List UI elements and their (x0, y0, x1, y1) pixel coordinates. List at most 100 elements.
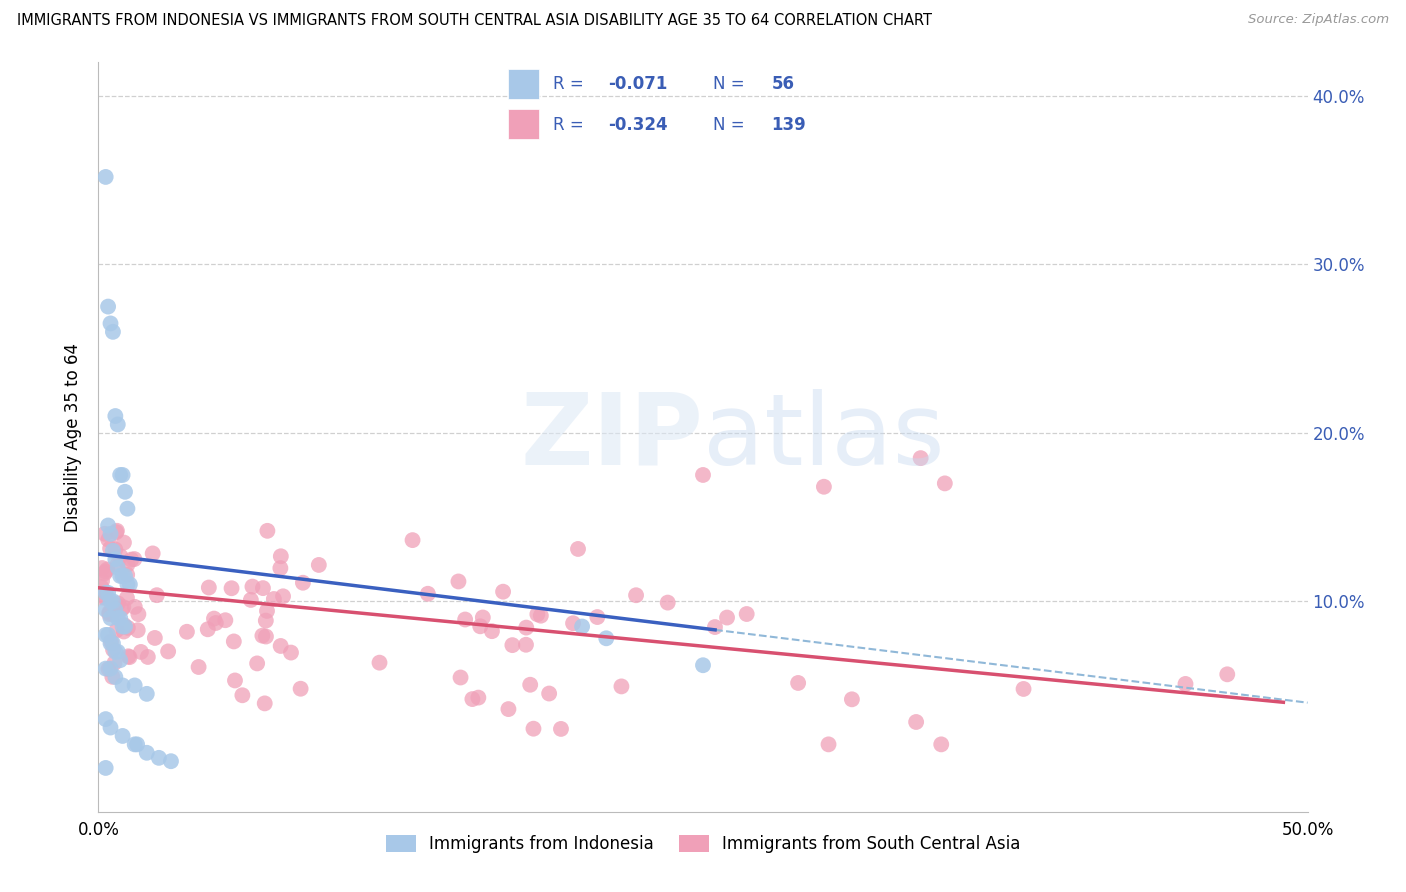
Point (118, 577, 141, 591)
Point (93, 566, 115, 581)
Point (100, 527, 122, 541)
Point (111, 467, 134, 482)
Bar (508, 70, 538, 99)
Point (101, 636, 124, 650)
Point (197, 622, 219, 636)
Point (271, 590, 294, 604)
Point (96, 562, 118, 576)
Point (124, 599, 146, 614)
Point (107, 611, 129, 625)
Point (100, 611, 122, 625)
Point (127, 737, 149, 751)
Point (929, 737, 952, 751)
Point (562, 616, 585, 631)
Point (98, 541, 121, 556)
Point (129, 645, 152, 659)
Point (934, 476, 956, 491)
Point (111, 729, 134, 743)
Point (107, 596, 129, 610)
Point (522, 722, 544, 736)
Point (470, 619, 492, 633)
Point (1012, 681, 1035, 696)
Point (143, 631, 166, 645)
Point (136, 650, 159, 665)
Point (256, 604, 278, 618)
Point (813, 480, 835, 494)
Point (91, 561, 114, 575)
Point (98, 606, 121, 620)
Point (447, 574, 470, 589)
Point (135, 687, 157, 701)
Point (481, 624, 503, 639)
Text: R =: R = (553, 76, 583, 94)
Point (224, 673, 246, 688)
Point (97, 533, 120, 547)
Point (148, 751, 170, 765)
Point (471, 610, 494, 624)
Point (905, 714, 928, 729)
Point (252, 629, 274, 643)
Point (270, 549, 292, 564)
Point (110, 549, 132, 564)
Point (111, 602, 134, 616)
Text: IMMIGRANTS FROM INDONESIA VS IMMIGRANTS FROM SOUTH CENTRAL ASIA DISABILITY AGE 3: IMMIGRANTS FROM INDONESIA VS IMMIGRANTS … (17, 13, 932, 29)
Point (94, 761, 117, 775)
Point (117, 649, 139, 664)
Point (118, 650, 141, 665)
Point (214, 613, 236, 627)
Point (105, 524, 128, 538)
Point (120, 552, 142, 566)
Point (114, 619, 136, 633)
Point (105, 525, 128, 540)
Point (101, 670, 124, 684)
Point (270, 639, 292, 653)
Point (117, 621, 139, 635)
Point (416, 587, 439, 601)
Point (107, 417, 129, 432)
Point (467, 690, 489, 705)
Point (595, 632, 617, 646)
Point (103, 656, 125, 670)
Point (104, 542, 127, 557)
Point (530, 608, 553, 623)
Point (101, 325, 124, 339)
Point (198, 581, 221, 595)
Point (454, 613, 477, 627)
Point (108, 569, 131, 583)
Point (567, 541, 589, 556)
Point (280, 646, 302, 660)
Legend: Immigrants from Indonesia, Immigrants from South Central Asia: Immigrants from Indonesia, Immigrants fr… (380, 828, 1026, 860)
Point (253, 697, 276, 711)
Point (100, 634, 122, 648)
Point (202, 611, 225, 625)
Text: atlas: atlas (703, 389, 945, 485)
Point (104, 645, 127, 659)
Point (111, 569, 134, 583)
Point (124, 737, 146, 751)
Point (94, 628, 117, 642)
Point (94, 712, 117, 726)
Point (90, 580, 112, 594)
Point (104, 602, 127, 616)
Point (692, 467, 714, 482)
Point (242, 580, 264, 594)
Point (610, 680, 633, 694)
Point (1216, 667, 1239, 681)
Point (239, 593, 262, 607)
Point (716, 610, 738, 624)
Point (94, 591, 117, 605)
Point (101, 543, 124, 558)
Text: -0.324: -0.324 (607, 116, 668, 134)
Point (105, 599, 128, 613)
Point (910, 451, 932, 466)
Point (91, 574, 114, 588)
Point (111, 678, 134, 692)
Point (97, 518, 120, 533)
Point (550, 722, 572, 736)
Point (187, 660, 209, 674)
Point (263, 592, 285, 607)
Point (221, 581, 243, 595)
Point (114, 484, 136, 499)
Point (98, 607, 121, 622)
Point (112, 535, 135, 549)
